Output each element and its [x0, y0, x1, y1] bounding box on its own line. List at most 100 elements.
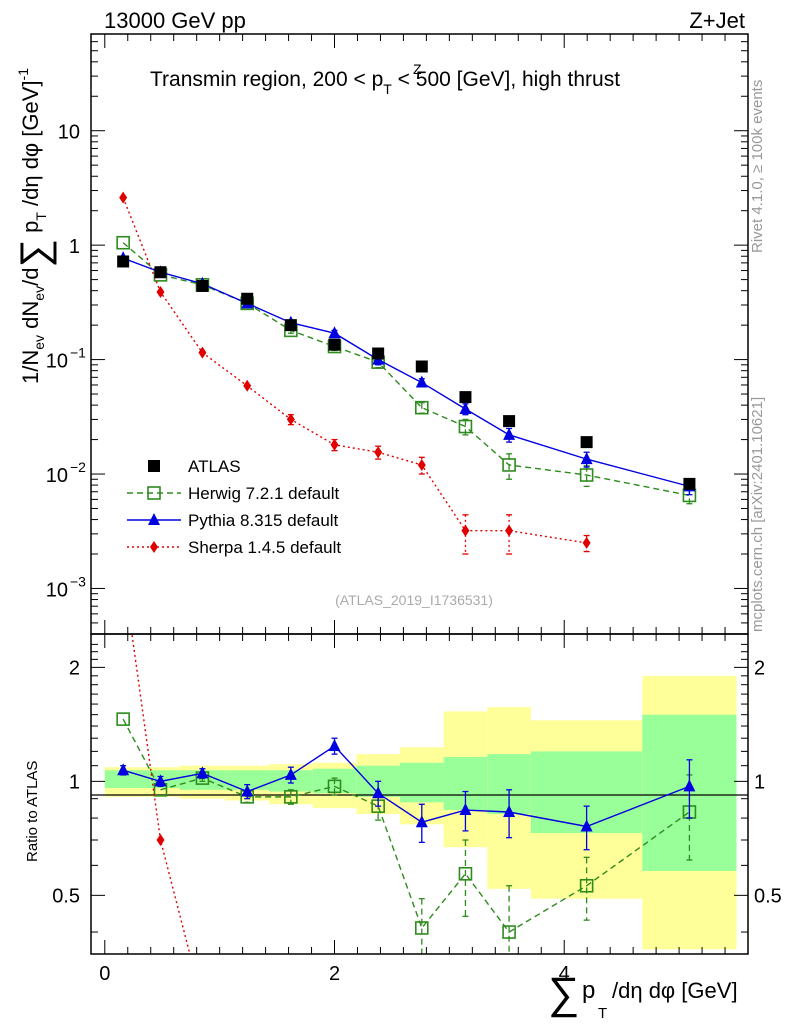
ratio-uncertainty-bands: [104, 675, 737, 950]
main-panel-series: [116, 191, 697, 555]
ratio-band-inner: [399, 762, 444, 803]
ratio-panel-series: [116, 565, 697, 1009]
ratio-y-tick-label-right: 2: [754, 657, 765, 679]
atlas-point: [580, 436, 593, 449]
sherpa-point: [119, 565, 127, 577]
legend-label: Herwig 7.2.1 default: [188, 484, 339, 503]
atlas-point: [328, 338, 341, 351]
sherpa-point: [198, 346, 207, 359]
atlas-point: [148, 460, 160, 472]
ratio-y-tick-label-right: 0.5: [754, 885, 782, 907]
pythia-point: [415, 375, 428, 388]
y-tick-label: 10: [58, 122, 80, 144]
pythia-point: [148, 513, 160, 525]
ratio-y-tick-label: 2: [69, 657, 80, 679]
main-y-axis-label: 1/Nev dNev/d∑ pT /dη dφ [GeV]-1: [13, 68, 57, 384]
sherpa-point: [286, 413, 295, 426]
ratio-panel-frame: [90, 633, 749, 955]
herwig-point: [147, 486, 161, 500]
herwig-point: [116, 712, 130, 726]
ratio-y-tick-label: 0.5: [52, 885, 80, 907]
herwig-point: [414, 921, 429, 935]
pythia-point: [580, 452, 593, 465]
legend: ATLAS Herwig 7.2.1 default Pythia 8.315 de…: [127, 457, 341, 557]
pythia-point: [683, 779, 696, 792]
sherpa-point: [150, 541, 158, 553]
sherpa-point: [505, 524, 514, 537]
pythia-point: [328, 738, 341, 751]
mcplots-note: mcplots.cern.ch [arXiv:2401.10621]: [749, 397, 766, 632]
herwig-point: [502, 925, 516, 939]
x-tick-label: 4: [559, 963, 570, 985]
region-title: Transmin region, 200 < pT < 500 [GeV], h…: [150, 68, 620, 97]
herwig-point: [458, 419, 473, 434]
ratio-y-tick-label-right: 1: [754, 771, 765, 793]
pythia-point: [328, 326, 341, 339]
sherpa-point: [156, 285, 165, 298]
sherpa-point: [198, 997, 206, 1009]
ratio-band-inner: [104, 770, 142, 789]
x-tick-label: 0: [99, 963, 110, 985]
sherpa-point: [119, 191, 128, 204]
process-label: Z+Jet: [689, 8, 745, 33]
ratio-y-tick-label: 1: [69, 771, 80, 793]
energy-label: 13000 GeV pp: [104, 8, 246, 33]
series-line: [122, 257, 690, 488]
sherpa-point: [330, 438, 339, 451]
atlas-point: [154, 266, 167, 279]
legend-label: ATLAS: [188, 457, 241, 476]
atlas-point: [415, 360, 428, 373]
svg-text:∑: ∑: [548, 969, 579, 1018]
svg-text:p: p: [582, 977, 595, 1004]
pythia-point: [154, 774, 167, 787]
atlas-point: [683, 477, 696, 490]
herwig-point: [327, 779, 342, 794]
ratio-line: [122, 718, 690, 933]
legend-label: Sherpa 1.4.5 default: [188, 538, 341, 557]
legend-label: Pythia 8.315 default: [188, 511, 339, 530]
atlas-point: [503, 415, 516, 428]
x-axis-label: ∑ p T /dη dφ [GeV]: [548, 969, 738, 1022]
sherpa-point: [461, 524, 470, 537]
pythia-point: [196, 766, 209, 779]
y-tick-label: 1: [69, 236, 80, 258]
series-line: [122, 242, 690, 497]
y-tick-label: 10: [46, 579, 68, 601]
herwig-point: [414, 400, 429, 415]
pythia-point: [459, 803, 472, 816]
sherpa-point: [417, 458, 426, 471]
herwig-point: [284, 790, 298, 804]
pythia-point: [580, 819, 593, 832]
atlas-point: [284, 319, 297, 332]
svg-text:/dη dφ [GeV]: /dη dφ [GeV]: [612, 978, 738, 1003]
pythia-point: [503, 805, 516, 818]
pythia-point: [117, 763, 130, 776]
rivet-version-note: Rivet 4.1.0, ≥ 100k events: [749, 80, 766, 253]
herwig-point: [458, 866, 473, 881]
atlas-point: [241, 292, 254, 305]
y-tick-exponent: −3: [70, 573, 86, 589]
ratio-y-axis-label: Ratio to ATLAS: [24, 761, 41, 862]
y-tick-label: 10: [46, 465, 68, 487]
sherpa-point: [374, 446, 383, 459]
pythia-point: [372, 786, 385, 799]
atlas-point: [372, 347, 385, 360]
atlas-point: [117, 255, 130, 268]
analysis-id: (ATLAS_2019_I1736531): [335, 592, 493, 608]
atlas-point: [196, 279, 209, 292]
pythia-point: [284, 767, 297, 780]
pythia-point: [241, 784, 254, 797]
pythia-point: [503, 427, 516, 440]
herwig-point: [116, 235, 130, 250]
ratio-band-inner: [225, 770, 270, 790]
pythia-point: [459, 401, 472, 414]
herwig-point: [579, 878, 594, 893]
atlas-point: [459, 391, 472, 404]
y-tick-label: 10: [46, 351, 68, 373]
sherpa-point: [243, 379, 252, 392]
svg-text:1/Nev dNev/d∑ pT /dη dφ [GeV]: 1/Nev dNev/d∑ pT /dη dφ [GeV]-1: [13, 68, 57, 384]
ratio-line: [122, 745, 690, 828]
y-tick-exponent: −1: [70, 345, 86, 361]
